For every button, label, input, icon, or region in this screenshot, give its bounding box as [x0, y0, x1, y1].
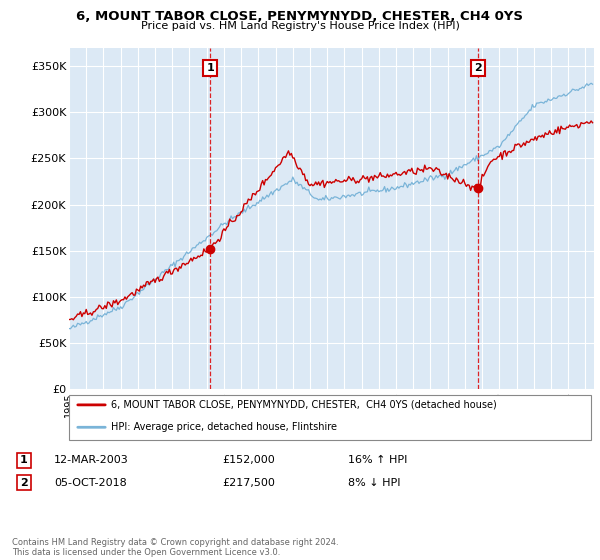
Text: 1: 1 [20, 455, 28, 465]
Text: HPI: Average price, detached house, Flintshire: HPI: Average price, detached house, Flin… [111, 422, 337, 432]
Text: 16% ↑ HPI: 16% ↑ HPI [348, 455, 407, 465]
Text: 2: 2 [20, 478, 28, 488]
Text: 05-OCT-2018: 05-OCT-2018 [54, 478, 127, 488]
Text: £217,500: £217,500 [222, 478, 275, 488]
Text: Contains HM Land Registry data © Crown copyright and database right 2024.
This d: Contains HM Land Registry data © Crown c… [12, 538, 338, 557]
Text: 6, MOUNT TABOR CLOSE, PENYMYNYDD, CHESTER, CH4 0YS: 6, MOUNT TABOR CLOSE, PENYMYNYDD, CHESTE… [77, 10, 523, 22]
Text: £152,000: £152,000 [222, 455, 275, 465]
Text: 2: 2 [474, 63, 482, 73]
Text: 12-MAR-2003: 12-MAR-2003 [54, 455, 129, 465]
Text: Price paid vs. HM Land Registry's House Price Index (HPI): Price paid vs. HM Land Registry's House … [140, 21, 460, 31]
Text: 6, MOUNT TABOR CLOSE, PENYMYNYDD, CHESTER,  CH4 0YS (detached house): 6, MOUNT TABOR CLOSE, PENYMYNYDD, CHESTE… [111, 400, 497, 410]
Text: 1: 1 [206, 63, 214, 73]
Text: 8% ↓ HPI: 8% ↓ HPI [348, 478, 401, 488]
